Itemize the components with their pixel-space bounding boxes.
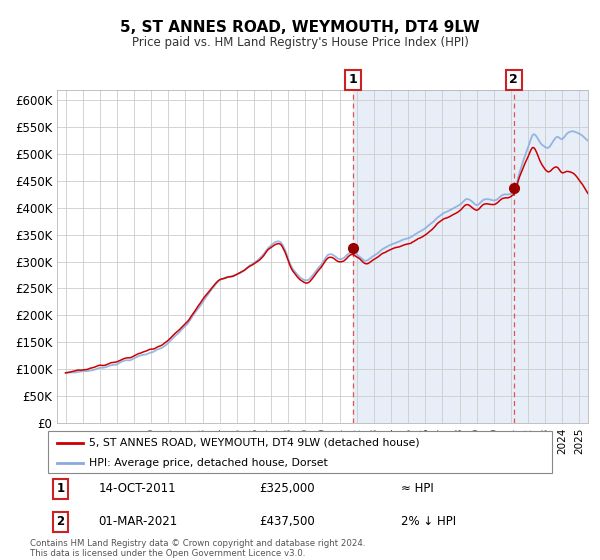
Text: 2% ↓ HPI: 2% ↓ HPI [401,515,456,529]
Text: 01-MAR-2021: 01-MAR-2021 [98,515,178,529]
Text: £325,000: £325,000 [260,482,316,496]
Text: 14-OCT-2011: 14-OCT-2011 [98,482,176,496]
Text: 2: 2 [509,73,518,86]
Text: 5, ST ANNES ROAD, WEYMOUTH, DT4 9LW: 5, ST ANNES ROAD, WEYMOUTH, DT4 9LW [120,20,480,35]
Text: Contains HM Land Registry data © Crown copyright and database right 2024.
This d: Contains HM Land Registry data © Crown c… [30,539,365,558]
Text: 1: 1 [349,73,358,86]
Text: £437,500: £437,500 [260,515,316,529]
Text: ≈ HPI: ≈ HPI [401,482,434,496]
Text: 5, ST ANNES ROAD, WEYMOUTH, DT4 9LW (detached house): 5, ST ANNES ROAD, WEYMOUTH, DT4 9LW (det… [89,438,420,448]
FancyBboxPatch shape [48,431,552,473]
Bar [353,90,588,423]
Text: Price paid vs. HM Land Registry's House Price Index (HPI): Price paid vs. HM Land Registry's House … [131,36,469,49]
Text: HPI: Average price, detached house, Dorset: HPI: Average price, detached house, Dors… [89,458,328,468]
Text: 2: 2 [56,515,65,529]
Text: 1: 1 [56,482,65,496]
